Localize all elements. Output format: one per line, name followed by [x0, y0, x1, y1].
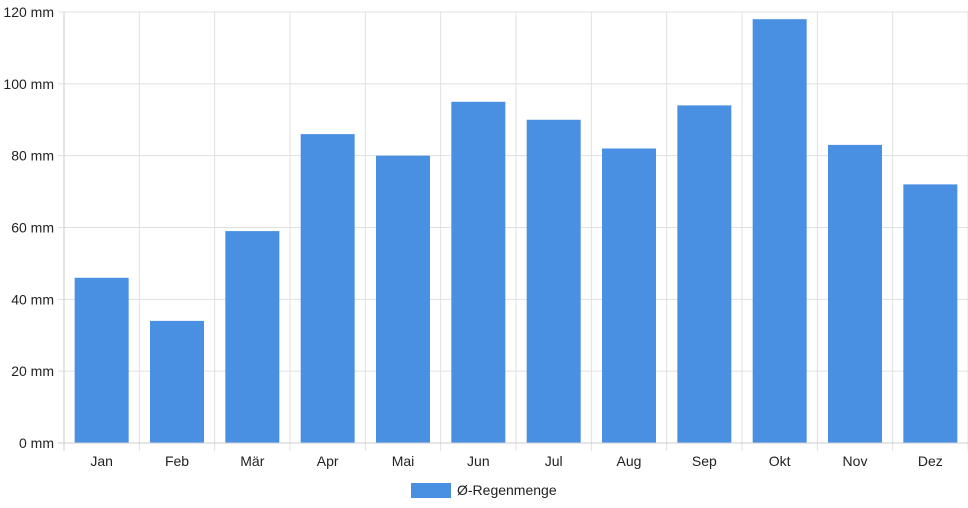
x-tick-labels: Jan Feb Mär Apr Mai Jun Jul Aug Sep Okt Nov Dez — [90, 453, 942, 469]
y-tick-label: 80 mm — [11, 148, 54, 164]
bar-jun[interactable] — [451, 101, 506, 444]
bar-feb[interactable] — [150, 320, 204, 443]
x-tick-label: Mai — [392, 453, 415, 469]
bar-apr[interactable] — [300, 134, 355, 443]
y-tick-label: 40 mm — [11, 291, 54, 307]
bar-aug[interactable] — [602, 148, 656, 443]
bar-okt[interactable] — [752, 19, 807, 444]
bar-mär[interactable] — [225, 231, 280, 443]
legend[interactable]: Ø-Regenmenge — [411, 482, 557, 498]
y-tick-labels: 0 mm 20 mm 40 mm 60 mm 80 mm 100 mm 120 mm — [3, 4, 54, 451]
bar-dez[interactable] — [903, 184, 958, 443]
bar-jul[interactable] — [526, 119, 581, 443]
axis-layer — [58, 12, 968, 451]
y-tick-label: 60 mm — [11, 220, 54, 236]
x-tick-label: Jul — [545, 453, 563, 469]
y-tick-label: 0 mm — [19, 435, 54, 451]
x-tick-label: Apr — [317, 453, 339, 469]
y-tick-label: 120 mm — [3, 4, 54, 20]
bar-mai[interactable] — [376, 155, 430, 443]
y-tick-label: 100 mm — [3, 76, 54, 92]
legend-swatch — [411, 483, 451, 498]
bar-nov[interactable] — [828, 144, 882, 443]
bar-jan[interactable] — [74, 277, 129, 443]
x-tick-label: Nov — [843, 453, 868, 469]
x-tick-label: Mär — [240, 453, 264, 469]
bars-layer — [74, 19, 958, 444]
y-tick-label: 20 mm — [11, 363, 54, 379]
legend-label: Ø-Regenmenge — [457, 482, 557, 498]
x-tick-label: Jan — [90, 453, 113, 469]
x-tick-label: Sep — [692, 453, 717, 469]
x-tick-label: Feb — [165, 453, 189, 469]
x-tick-label: Okt — [769, 453, 791, 469]
grid-layer — [58, 11, 968, 451]
x-tick-label: Aug — [617, 453, 642, 469]
x-tick-label: Jun — [467, 453, 490, 469]
x-tick-label: Dez — [918, 453, 943, 469]
bar-sep[interactable] — [677, 105, 732, 443]
